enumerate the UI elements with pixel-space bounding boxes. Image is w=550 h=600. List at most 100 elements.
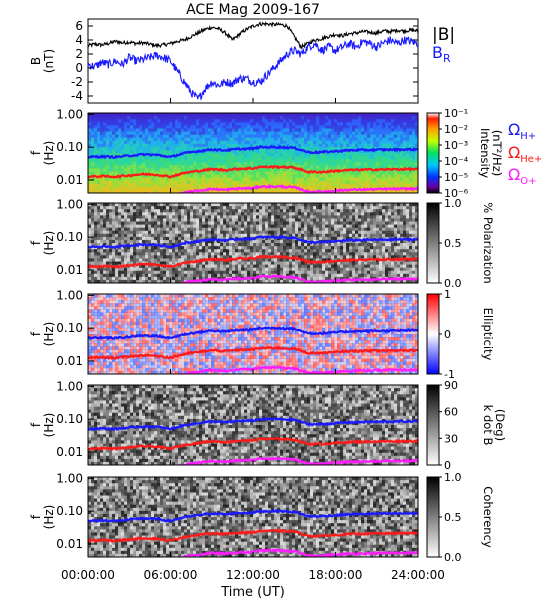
intensity-cell — [382, 125, 386, 129]
intensity-cell — [121, 153, 125, 157]
polarization-cell — [121, 236, 125, 241]
intensity-cell — [265, 125, 269, 129]
intensity-cell — [250, 153, 254, 157]
intensity-cell — [142, 168, 146, 172]
intensity-cell — [379, 134, 383, 139]
intensity-cell — [406, 159, 410, 163]
intensity-cell — [370, 165, 374, 169]
intensity-cell — [118, 149, 122, 154]
intensity-cell — [232, 171, 236, 175]
intensity-cell — [142, 146, 146, 151]
polarization-cell — [100, 203, 104, 207]
intensity-cell — [265, 177, 269, 182]
intensity-cell — [361, 171, 365, 175]
intensity-cell — [199, 131, 203, 135]
intensity-cell — [157, 156, 161, 160]
intensity-cell — [172, 183, 176, 188]
intensity-cell — [277, 180, 281, 185]
intensity-cell — [136, 159, 140, 163]
intensity-cell — [184, 125, 188, 129]
intensity-cell — [364, 174, 368, 179]
intensity-cell — [397, 183, 401, 188]
intensity-cell — [202, 171, 206, 175]
intensity-cell — [235, 189, 239, 193]
intensity-cell — [250, 156, 254, 160]
intensity-cell — [205, 131, 209, 135]
intensity-cell — [190, 125, 194, 129]
intensity-cell — [301, 122, 305, 126]
polarization-cell — [175, 258, 179, 262]
intensity-cell — [340, 162, 344, 166]
intensity-cell — [139, 128, 143, 132]
intensity-cell — [370, 177, 374, 182]
polarization-cell — [226, 215, 230, 219]
intensity-cell — [163, 125, 167, 129]
polarization-cell — [307, 258, 311, 262]
polarization-cell — [253, 270, 257, 275]
intensity-cell — [211, 143, 215, 148]
intensity-cell — [208, 137, 212, 142]
polarization-cell — [175, 267, 179, 272]
intensity-cell — [409, 156, 413, 160]
polarization-cell — [190, 221, 194, 225]
polarization-cell — [211, 215, 215, 219]
polarization-cell — [190, 212, 194, 216]
polarization-cell — [223, 233, 227, 238]
polarization-cell — [277, 252, 281, 256]
intensity-cell — [184, 128, 188, 132]
intensity-cell — [340, 146, 344, 151]
polarization-cell — [307, 221, 311, 225]
polarization-cell — [235, 273, 239, 278]
intensity-cell — [268, 113, 272, 117]
intensity-cell — [412, 177, 416, 182]
intensity-cell — [316, 122, 320, 126]
intensity-cell — [265, 113, 269, 117]
intensity-cell — [235, 113, 239, 117]
intensity-cell — [265, 119, 269, 123]
intensity-cell — [388, 171, 392, 175]
intensity-cell — [202, 177, 206, 182]
intensity-cell — [220, 113, 224, 117]
polarization-cell — [142, 203, 146, 207]
intensity-cell — [88, 162, 92, 166]
intensity-cell — [187, 140, 191, 145]
polarization-cell — [181, 276, 185, 281]
intensity-cell — [217, 156, 221, 160]
intensity-cell — [226, 165, 230, 169]
intensity-cell — [403, 137, 407, 142]
intensity-cell — [313, 125, 317, 129]
intensity-cell — [247, 177, 251, 182]
polarization-cell — [232, 239, 236, 244]
intensity-cell — [394, 140, 398, 145]
polarization-cell — [268, 243, 272, 247]
intensity-cell — [280, 140, 284, 145]
intensity-cell — [322, 168, 326, 172]
polarization-cell — [154, 224, 158, 229]
polarization-cell — [295, 227, 299, 232]
polarization-cell — [313, 230, 317, 235]
intensity-cell — [94, 137, 98, 142]
intensity-cell — [190, 156, 194, 160]
intensity-cell — [136, 168, 140, 172]
intensity-cell — [280, 180, 284, 185]
intensity-cell — [166, 131, 170, 135]
polarization-cell — [187, 255, 191, 259]
intensity-cell — [376, 162, 380, 166]
polarization-cell — [217, 206, 221, 210]
intensity-cell — [364, 165, 368, 169]
intensity-cell — [367, 131, 371, 135]
polarization-image — [88, 203, 418, 283]
polarization-cell — [151, 246, 155, 250]
polarization-cell — [157, 267, 161, 272]
intensity-cell — [148, 125, 152, 129]
intensity-cell — [271, 153, 275, 157]
intensity-cell — [292, 189, 296, 193]
polarization-cell — [322, 209, 326, 213]
polarization-cell — [196, 243, 200, 247]
intensity-cell — [226, 159, 230, 163]
intensity-cell — [328, 125, 332, 129]
intensity-cell — [178, 165, 182, 169]
intensity-cell — [286, 140, 290, 145]
intensity-cell — [127, 146, 131, 151]
intensity-cell — [319, 119, 323, 123]
